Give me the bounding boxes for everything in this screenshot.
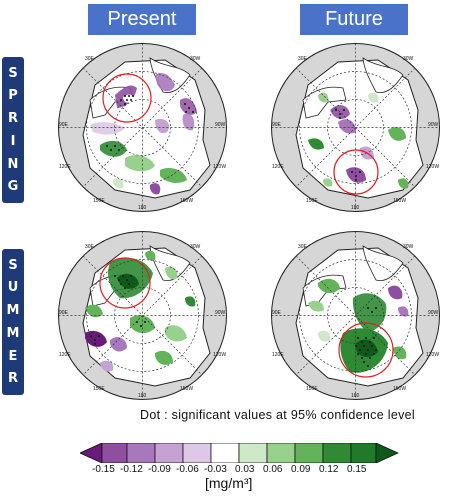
lon-label: 90W (428, 122, 439, 128)
lon-label: 150W (180, 198, 193, 204)
lon-label: 30W (403, 56, 414, 62)
colorbar-segment (238, 443, 268, 463)
lon-label: 150E (93, 198, 105, 204)
lon-label: 90W (215, 122, 226, 128)
lon-label: 180 (351, 205, 360, 211)
row-letter: E (8, 348, 18, 364)
colorbar-segment (350, 443, 377, 463)
colorbar-tick: 0.03 (235, 464, 255, 475)
row-letter: P (8, 88, 18, 104)
highlight-circle (102, 73, 152, 123)
colorbar-units: [mg/m³] (205, 475, 253, 491)
lon-label: 120W (213, 352, 226, 358)
row-letter: R (7, 371, 18, 387)
colorbar-segment (322, 443, 352, 463)
row-label-spring: S P R I N G (2, 57, 24, 203)
colorbar-tick: -0.09 (148, 464, 171, 475)
map-summer-future: 30E 30W 90E 90W 120E 120W 150E 150W 180 (271, 231, 440, 400)
colorbar-tick: 0.09 (291, 464, 311, 475)
colorbar-tick: 0.12 (319, 464, 339, 475)
colorbar-segment (126, 443, 156, 463)
lon-label: 150E (93, 386, 105, 392)
colorbar-tick: -0.03 (204, 464, 227, 475)
lon-label: 120W (213, 164, 226, 170)
colorbar (80, 443, 399, 463)
map-spring-future: 30E 30W 90E 90W 120E 120W 150E 150W 180 (271, 43, 440, 212)
row-letter: R (7, 111, 18, 127)
lon-label: 30W (190, 56, 201, 62)
colorbar-tick: 0.15 (347, 464, 367, 475)
lon-label: 150E (306, 198, 318, 204)
colorbar-segment (182, 443, 212, 463)
lon-label: 30E (298, 56, 308, 62)
map-summer-present: 30E 30W 90E 90W 120E 120W 150E 150W 180 (58, 231, 227, 400)
colorbar-arrow-right (375, 443, 399, 463)
lon-label: 120W (426, 164, 439, 170)
colorbar-segment (154, 443, 184, 463)
lon-label: 150W (180, 386, 193, 392)
row-letter: M (6, 325, 20, 341)
colorbar-tick: -0.12 (120, 464, 143, 475)
row-letter: S (8, 257, 18, 273)
lon-label: 180 (351, 393, 360, 399)
colorbar-arrow-left (80, 443, 103, 463)
lon-label: 120E (59, 352, 71, 358)
row-letter: U (7, 280, 19, 296)
lon-label: 30E (85, 56, 95, 62)
lon-label: 150E (306, 386, 318, 392)
lon-label: 30E (85, 244, 95, 250)
colorbar-tick: 0.06 (263, 464, 283, 475)
lon-label: 180 (138, 393, 147, 399)
colorbar-tick: -0.15 (92, 464, 115, 475)
lon-label: 90W (428, 310, 439, 316)
colorbar-segment (210, 443, 240, 463)
highlight-circle (99, 257, 151, 309)
row-letter: G (7, 179, 19, 195)
colorbar-tick: -0.06 (176, 464, 199, 475)
colorbar-segment (294, 443, 324, 463)
lon-label: 150W (393, 386, 406, 392)
lon-label: 120E (272, 352, 284, 358)
lon-label: 90E (59, 310, 69, 316)
lon-label: 90E (272, 310, 282, 316)
lon-label: 120W (426, 352, 439, 358)
lon-label: 90W (215, 310, 226, 316)
row-letter: S (8, 65, 18, 81)
lon-label: 90E (59, 122, 69, 128)
colorbar-segment (101, 443, 128, 463)
lon-label: 180 (138, 205, 147, 211)
map-spring-present: 30E 30W 90E 90W 120E 120W 150E 150W 180 (58, 43, 227, 212)
lon-label: 120E (272, 164, 284, 170)
lon-label: 30W (190, 244, 201, 250)
column-header-present: Present (88, 4, 196, 35)
significance-note: Dot : significant values at 95% confiden… (140, 408, 415, 422)
row-letter: N (7, 156, 19, 172)
lon-label: 30W (403, 244, 414, 250)
row-letter: I (10, 133, 16, 149)
lon-label: 90E (272, 122, 282, 128)
lon-label: 120E (59, 164, 71, 170)
colorbar-segment (266, 443, 296, 463)
row-letter: M (6, 303, 20, 319)
column-header-future: Future (300, 4, 408, 35)
lon-label: 150W (393, 198, 406, 204)
highlight-circle (338, 322, 394, 378)
row-label-summer: S U M M E R (2, 249, 24, 395)
highlight-circle (333, 149, 379, 195)
lon-label: 30E (298, 244, 308, 250)
